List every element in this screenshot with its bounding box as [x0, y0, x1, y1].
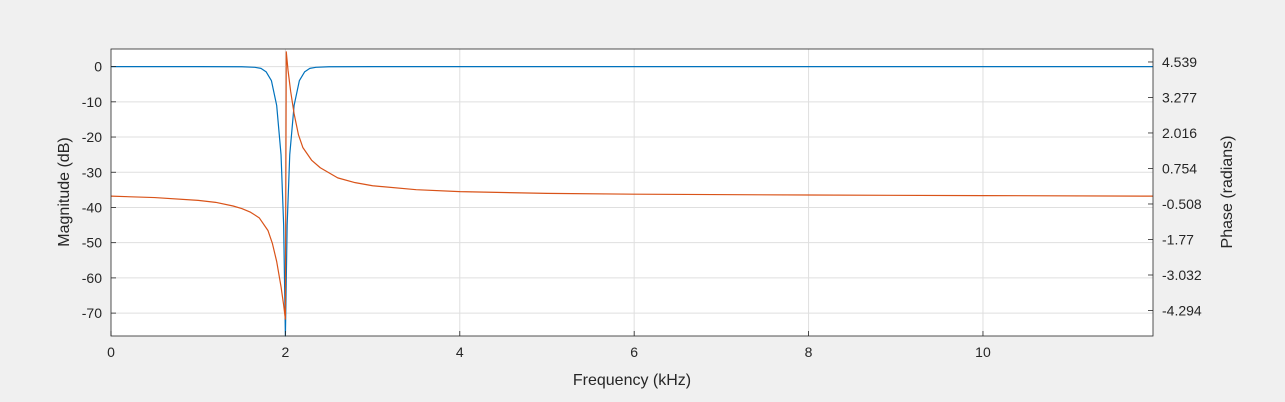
x-tick-label: 2: [281, 344, 289, 360]
y-right-tick-label: -3.032: [1162, 267, 1202, 283]
ticks: 0 2 4 6 8 10 0 -10 -20 -30 -40 -50 -60 -70 4.539 3.277 2…: [82, 54, 1202, 360]
y-left-tick-label: -10: [82, 94, 102, 110]
y-axis-right-label: Phase (radians): [1219, 136, 1236, 249]
y-left-tick-label: -40: [82, 199, 102, 215]
y-right-tick-label: -4.294: [1162, 303, 1202, 319]
y-axis-left-label: Magnitude (dB): [56, 137, 73, 246]
y-right-tick-label: 2.016: [1162, 125, 1197, 141]
phase-series-line: [110, 51, 1154, 320]
y-left-tick-label: -50: [82, 235, 102, 251]
x-tick-label: 10: [975, 344, 991, 360]
y-right-tick-label: -0.508: [1162, 196, 1202, 212]
plot-area: [111, 49, 1153, 336]
y-left-tick-label: -30: [82, 164, 102, 180]
y-right-tick-label: -1.77: [1162, 231, 1194, 247]
series-group: [110, 51, 1154, 337]
y-right-tick-label: 0.754: [1162, 160, 1197, 176]
x-axis-label: Frequency (kHz): [573, 372, 691, 389]
x-tick-label: 4: [456, 344, 464, 360]
y-left-tick-label: -20: [82, 129, 102, 145]
plot-frame: [110, 48, 1154, 337]
y-left-tick-label: 0: [94, 59, 102, 75]
y-left-tick-label: -70: [82, 305, 102, 321]
x-tick-label: 0: [107, 344, 115, 360]
x-tick-label: 6: [630, 344, 638, 360]
y-right-tick-label: 4.539: [1162, 54, 1197, 70]
y-left-tick-label: -60: [82, 270, 102, 286]
x-tick-label: 8: [805, 344, 813, 360]
magnitude-series-line: [111, 66, 1153, 337]
y-right-tick-label: 3.277: [1162, 89, 1197, 105]
